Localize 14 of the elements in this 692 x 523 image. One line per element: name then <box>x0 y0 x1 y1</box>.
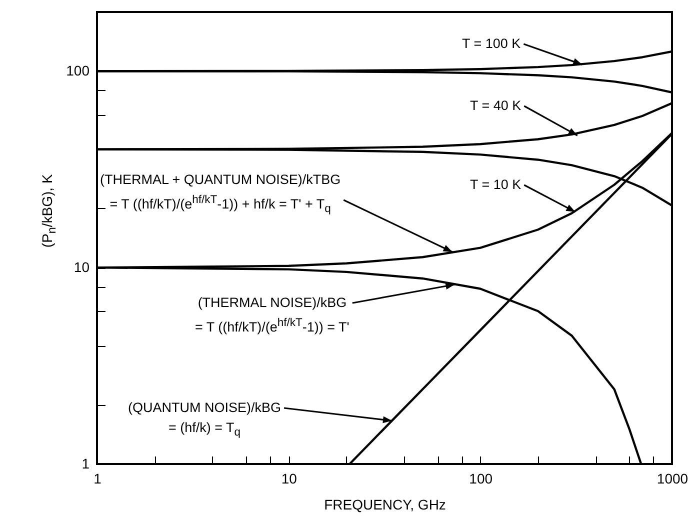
x-axis-title: FREQUENCY, GHz <box>324 496 446 512</box>
x-tick-label: 1 <box>94 470 102 486</box>
annotation: T = 10 K <box>470 176 522 194</box>
x-tick-label: 1000 <box>656 470 688 486</box>
y-tick-label: 1 <box>82 456 90 472</box>
annotation: T = 40 K <box>470 97 522 115</box>
y-tick-label: 100 <box>66 62 90 79</box>
annotation: (THERMAL + QUANTUM NOISE)/kTBG = T ((hf/kT)/(e$^{hf/kT}$-1)) + hf/k = T' + T$_{q}$ <box>100 171 341 218</box>
y-tick-label: 10 <box>74 259 90 276</box>
annotation: (QUANTUM NOISE)/kBG = (hf/k) = T$_{q}$ <box>128 399 282 441</box>
annotation: T = 100 K <box>462 35 521 53</box>
x-tick-label: 100 <box>469 470 493 486</box>
annotation: (THERMAL NOISE)/kBG = T ((hf/kT)/(e$^{hf/kT}$-1)) = T' <box>195 294 350 336</box>
x-tick-label: 10 <box>281 470 298 486</box>
